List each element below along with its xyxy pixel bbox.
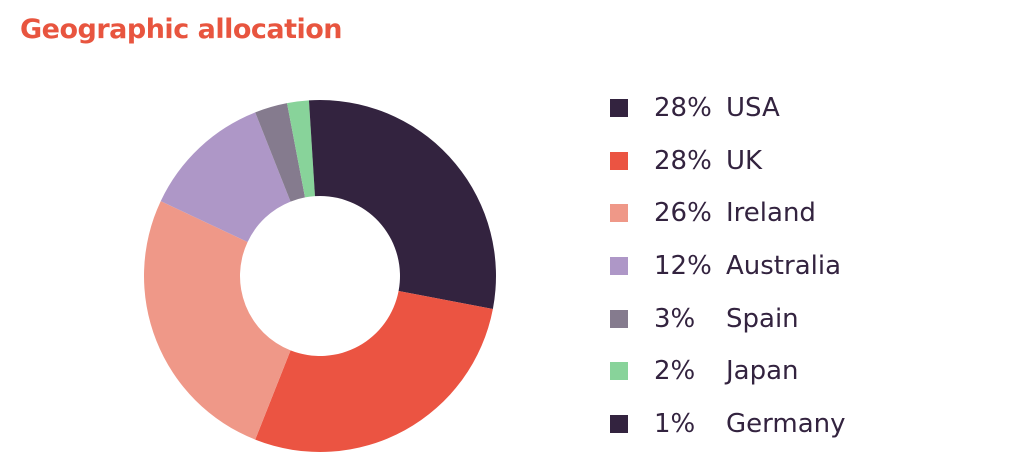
legend-swatch [610, 257, 628, 276]
legend-label: Australia [726, 251, 842, 282]
legend-label: UK [726, 145, 763, 176]
legend-swatch [610, 414, 628, 433]
legend-label: USA [726, 93, 780, 124]
donut-slice-ireland [144, 201, 291, 440]
legend-swatch [610, 362, 628, 381]
chart-title: Geographic allocation [20, 14, 343, 45]
donut-slice-uk [255, 290, 493, 452]
donut-slice-germany [308, 100, 320, 197]
chart-legend: 28% USA 28% UK 26% Ireland 12% Australia 3% Spain… [610, 82, 990, 450]
legend-percent: 28% [654, 145, 712, 176]
legend-swatch [610, 99, 628, 118]
legend-percent: 2% [654, 356, 696, 387]
donut-slice-japan [287, 100, 315, 198]
legend-swatch [610, 151, 628, 170]
legend-label: Germany [726, 408, 846, 439]
donut-slice-australia [160, 112, 291, 242]
legend-percent: 12% [654, 251, 712, 282]
legend-percent: 1% [654, 408, 696, 439]
legend-swatch [610, 204, 628, 223]
legend-item-ireland: 26% Ireland [610, 187, 990, 240]
legend-percent: 28% [654, 93, 712, 124]
legend-item-japan: 2% Japan [610, 345, 990, 398]
legend-label: Spain [726, 303, 799, 334]
legend-label: Japan [726, 356, 799, 387]
legend-percent: 26% [654, 198, 712, 229]
legend-label: Ireland [726, 198, 816, 229]
legend-swatch [610, 309, 628, 328]
legend-item-germany: 1% Germany [610, 398, 990, 451]
legend-item-spain: 3% Spain [610, 292, 990, 345]
legend-item-usa: 28% USA [610, 82, 990, 135]
legend-item-australia: 12% Australia [610, 240, 990, 293]
legend-item-uk: 28% UK [610, 135, 990, 188]
legend-percent: 3% [654, 303, 696, 334]
donut-slice-spain [255, 103, 306, 202]
donut-slice-usa [320, 100, 496, 309]
